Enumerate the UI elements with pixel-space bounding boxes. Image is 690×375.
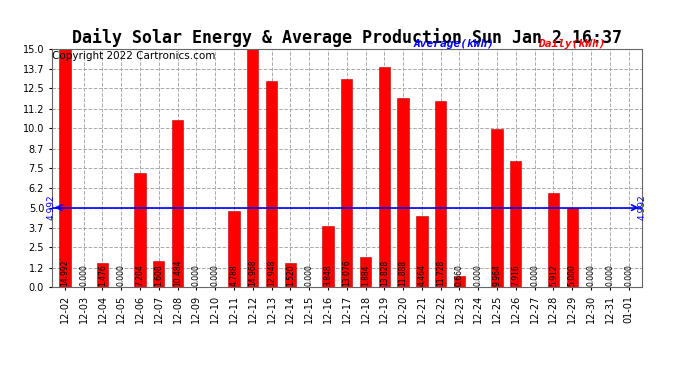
Bar <box>360 257 371 287</box>
Text: 0.000: 0.000 <box>586 264 595 286</box>
Text: 0.000: 0.000 <box>305 264 314 286</box>
Bar <box>379 68 390 287</box>
Text: 7.204: 7.204 <box>135 264 144 286</box>
Bar <box>397 98 408 287</box>
Text: 1.476: 1.476 <box>98 264 107 286</box>
Bar <box>228 211 239 287</box>
Bar <box>97 264 108 287</box>
Text: 0.000: 0.000 <box>530 264 539 286</box>
Text: 0.000: 0.000 <box>474 264 483 286</box>
Bar <box>566 207 578 287</box>
Bar <box>135 172 146 287</box>
Bar <box>322 226 333 287</box>
Text: 9.964: 9.964 <box>493 264 502 286</box>
Text: 3.848: 3.848 <box>324 264 333 286</box>
Text: 0.660: 0.660 <box>455 264 464 286</box>
Bar <box>247 49 259 287</box>
Text: Copyright 2022 Cartronics.com: Copyright 2022 Cartronics.com <box>52 51 215 61</box>
Text: 4.992: 4.992 <box>47 195 56 220</box>
Bar <box>548 193 559 287</box>
Text: 14.992: 14.992 <box>61 259 70 286</box>
Text: 0.000: 0.000 <box>79 264 88 286</box>
Bar <box>153 261 164 287</box>
Title: Daily Solar Energy & Average Production Sun Jan 2 16:37: Daily Solar Energy & Average Production … <box>72 28 622 47</box>
Text: 0.000: 0.000 <box>117 264 126 286</box>
Text: 0.000: 0.000 <box>605 264 614 286</box>
Text: 0.000: 0.000 <box>210 264 219 286</box>
Text: 5.912: 5.912 <box>549 264 558 286</box>
Bar <box>491 129 503 287</box>
Text: 7.916: 7.916 <box>511 264 520 286</box>
Text: 1.520: 1.520 <box>286 264 295 286</box>
Text: 4.992: 4.992 <box>638 195 647 220</box>
Text: 10.484: 10.484 <box>173 259 182 286</box>
Text: 1.884: 1.884 <box>361 264 370 286</box>
Text: 5.000: 5.000 <box>568 264 577 286</box>
Bar <box>172 120 184 287</box>
Text: 4.464: 4.464 <box>417 264 426 286</box>
Text: 11.728: 11.728 <box>436 260 445 286</box>
Text: 0.000: 0.000 <box>624 264 633 286</box>
Text: Average(kWh): Average(kWh) <box>414 39 495 50</box>
Text: 4.788: 4.788 <box>230 264 239 286</box>
Text: 12.948: 12.948 <box>267 259 276 286</box>
Text: 1.608: 1.608 <box>155 264 164 286</box>
Text: 14.968: 14.968 <box>248 259 257 286</box>
Bar <box>59 49 70 287</box>
Text: 0.000: 0.000 <box>192 264 201 286</box>
Bar <box>510 161 522 287</box>
Bar <box>266 81 277 287</box>
Bar <box>435 101 446 287</box>
Bar <box>341 79 353 287</box>
Text: 13.076: 13.076 <box>342 259 351 286</box>
Text: Daily(kWh): Daily(kWh) <box>538 39 606 50</box>
Text: 13.828: 13.828 <box>380 260 388 286</box>
Bar <box>454 276 465 287</box>
Bar <box>416 216 428 287</box>
Bar <box>285 263 296 287</box>
Text: 11.888: 11.888 <box>399 260 408 286</box>
